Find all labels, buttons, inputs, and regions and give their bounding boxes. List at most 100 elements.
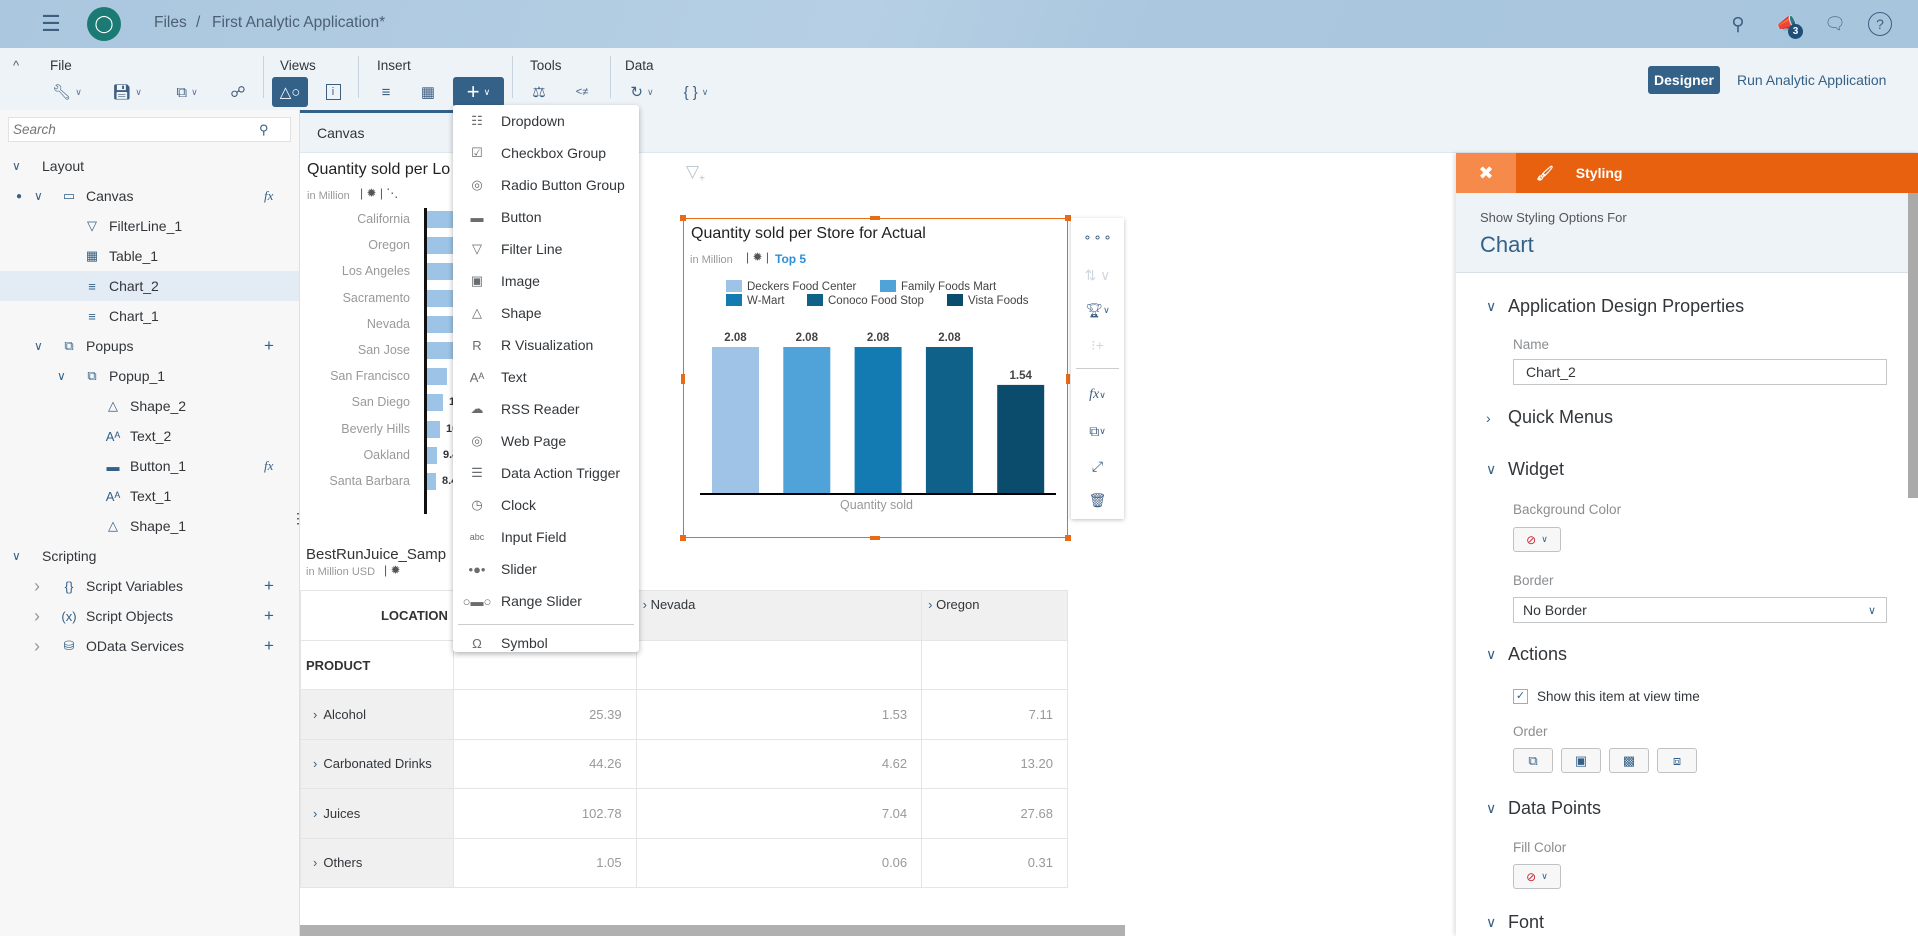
menu-item-input-field[interactable]: abc Input Field	[453, 521, 639, 553]
menu-item-rss-reader[interactable]: ☁ RSS Reader	[453, 393, 639, 425]
chevron-right-icon[interactable]: ›	[34, 635, 40, 656]
section-font[interactable]: ∨ Font	[1486, 912, 1545, 932]
table-cell[interactable]: 7.11	[921, 689, 1068, 740]
chevron-down-icon[interactable]: ∨	[12, 549, 21, 563]
tree-item[interactable]: ▽ FilterLine_1	[0, 211, 299, 241]
chat-icon[interactable]: 🗨	[1824, 14, 1846, 33]
bar[interactable]	[427, 420, 440, 438]
table-cell[interactable]: 13.20	[921, 738, 1068, 789]
send-to-back-button[interactable]: ⧈	[1657, 748, 1697, 773]
bring-to-front-button[interactable]: ⧉	[1513, 748, 1553, 773]
add-icon[interactable]: +	[264, 636, 274, 655]
row-header[interactable]: › Carbonated Drinks	[300, 738, 454, 789]
edit-button[interactable]: 🔧︎ ∨	[48, 77, 86, 107]
collapse-toolbar-icon[interactable]: ^	[12, 57, 20, 73]
row-header[interactable]: › Others	[300, 837, 454, 888]
formula-icon[interactable]: fx	[264, 188, 274, 203]
copy-icon[interactable]: ⧉ ∨	[1089, 422, 1106, 439]
tab-canvas[interactable]: Canvas	[300, 110, 453, 153]
bar[interactable]	[427, 394, 443, 412]
help-icon[interactable]: ?	[1868, 12, 1892, 36]
row-header[interactable]: › Alcohol	[300, 689, 454, 740]
fill-color-picker[interactable]: ⊘ ∨	[1513, 864, 1561, 889]
menu-item-button[interactable]: ▬ Button	[453, 201, 639, 233]
table-cell[interactable]: 102.78	[452, 788, 637, 839]
add-filter-icon[interactable]: ▽+	[686, 162, 705, 185]
tree-item[interactable]: › ⛁ OData Services +	[0, 631, 299, 661]
chevron-right-icon[interactable]: ›	[34, 575, 40, 596]
section-quick-menus[interactable]: › Quick Menus	[1486, 407, 1614, 427]
section-application-design-properties[interactable]: ∨ Application Design Properties	[1486, 296, 1745, 316]
show-item-checkbox[interactable]: ✓	[1513, 689, 1528, 704]
name-input[interactable]: Chart_2	[1513, 359, 1887, 385]
tree-item[interactable]: △ Shape_2	[0, 391, 299, 421]
add-icon[interactable]: +	[264, 336, 274, 355]
tree-item[interactable]: ∨ Layout	[0, 151, 299, 181]
tree-item[interactable]: Aᴬ Text_1	[0, 481, 299, 511]
menu-item-image[interactable]: ▣ Image	[453, 265, 639, 297]
add-icon[interactable]: +	[264, 606, 274, 625]
vertical-scrollbar[interactable]	[1908, 193, 1918, 498]
chevron-down-icon[interactable]: ∨	[57, 369, 66, 383]
add-icon[interactable]: +	[264, 576, 274, 595]
chevron-right-icon[interactable]: ›	[313, 855, 318, 871]
resize-handle[interactable]	[1065, 215, 1071, 221]
column-header[interactable]: › Oregon	[921, 590, 1068, 641]
tree-item[interactable]: ≡ Chart_1	[0, 301, 299, 331]
chevron-right-icon[interactable]: ›	[313, 805, 318, 821]
tab-styling[interactable]: 🖌︎ Styling	[1536, 153, 1622, 193]
top-n-badge[interactable]: Top 5	[775, 252, 807, 266]
menu-item-checkbox-group[interactable]: ☑ Checkbox Group	[453, 137, 639, 169]
insert-more-button[interactable]: + ∨	[453, 77, 504, 107]
menu-item-range-slider[interactable]: ○▬○ Range Slider	[453, 585, 639, 617]
menu-item-radio-button-group[interactable]: ◎ Radio Button Group	[453, 169, 639, 201]
tree-item[interactable]: ∨ ⧉ Popups +	[0, 331, 299, 361]
share-button[interactable]: ☍	[226, 77, 250, 107]
run-application-link[interactable]: Run Analytic Application	[1737, 72, 1887, 88]
menu-item-r-visualization[interactable]: R R Visualization	[453, 329, 639, 361]
bar[interactable]	[427, 473, 436, 490]
table-cell[interactable]: 0.06	[635, 837, 923, 888]
outline-view-button[interactable]: △○	[272, 77, 308, 107]
menu-item-filter-line[interactable]: ▽ Filter Line	[453, 233, 639, 265]
border-select[interactable]: No Border ∨	[1513, 597, 1887, 623]
section-data-points[interactable]: ∨ Data Points	[1486, 798, 1602, 818]
search-input[interactable]	[9, 122, 259, 137]
table-cell[interactable]: 44.26	[452, 738, 637, 789]
resize-handle[interactable]	[681, 374, 685, 384]
refresh-button[interactable]: ↻ ∨	[622, 77, 662, 107]
chevron-down-icon[interactable]: ∨	[34, 189, 43, 203]
bring-forward-button[interactable]: ▣	[1561, 748, 1601, 773]
table-cell[interactable]: 4.62	[635, 738, 923, 789]
formula-icon[interactable]: fx ∨	[1089, 387, 1106, 402]
chevron-right-icon[interactable]: ›	[313, 756, 318, 772]
section-actions[interactable]: ∨ Actions	[1486, 644, 1568, 664]
resize-handle[interactable]	[1065, 535, 1071, 541]
menu-icon[interactable]: ☰	[41, 11, 61, 36]
fullscreen-icon[interactable]: ⤢	[1091, 457, 1104, 474]
insert-table-button[interactable]: ▦	[416, 77, 440, 107]
breadcrumb-files[interactable]: Files	[154, 14, 187, 31]
table-cell[interactable]: 25.39	[452, 689, 637, 740]
send-backward-button[interactable]: ▩	[1609, 748, 1649, 773]
chevron-right-icon[interactable]: ›	[928, 597, 937, 612]
menu-item-text[interactable]: Aᴬ Text	[453, 361, 639, 393]
tree-item[interactable]: › {} Script Variables +	[0, 571, 299, 601]
chevron-right-icon[interactable]: ›	[313, 706, 318, 722]
avatar-icon[interactable]: ◯	[87, 7, 121, 41]
section-widget[interactable]: ∨ Widget	[1486, 459, 1565, 479]
chevron-down-icon[interactable]: ∨	[12, 159, 21, 173]
tree-item[interactable]: › (x) Script Objects +	[0, 601, 299, 631]
search-icon[interactable]: ⚲	[1731, 13, 1745, 34]
delete-icon[interactable]: 🗑︎	[1088, 491, 1107, 508]
menu-item-data-action-trigger[interactable]: ☰ Data Action Trigger	[453, 457, 639, 489]
chevron-right-icon[interactable]: ›	[642, 597, 651, 612]
column-header[interactable]: › Nevada	[635, 590, 923, 641]
menu-item-dropdown[interactable]: ☷ Dropdown	[453, 105, 639, 137]
info-view-button[interactable]: i	[321, 77, 345, 107]
search-icon[interactable]: ⚲	[259, 121, 269, 137]
menu-item-clock[interactable]: ◷ Clock	[453, 489, 639, 521]
formula-icon[interactable]: fx	[264, 458, 274, 473]
menu-item-symbol[interactable]: Ω Symbol	[453, 627, 639, 659]
insert-chart-button[interactable]: ≡	[374, 77, 398, 107]
